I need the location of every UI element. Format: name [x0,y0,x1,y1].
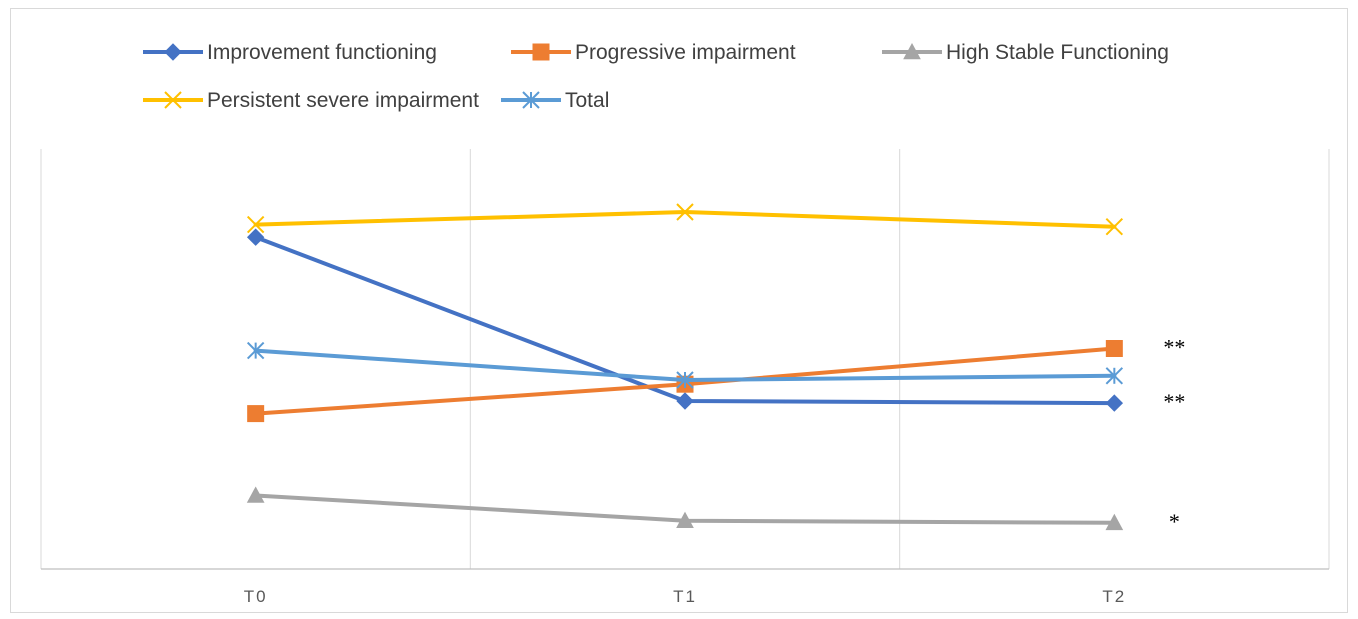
data-point [676,203,694,221]
legend-item-total: Total [501,89,609,112]
data-point [1105,513,1124,531]
legend-marker [164,43,182,61]
data-point [1105,394,1124,412]
data-point [1105,367,1124,385]
series-improvement-functioning [246,228,1124,412]
legend-item-progressive-impairment: Progressive impairment [511,41,796,64]
x-axis: T0 T1 T2 [41,568,1329,606]
series-line [253,210,1117,229]
legend-label: Total [565,89,609,112]
legend-label: Persistent severe impairment [207,89,479,112]
data-point [676,371,694,389]
line-chart: Improvement functioning Progressive impai… [40,41,1330,606]
legend-marker [522,91,540,109]
annotations: ***** [1163,335,1185,534]
series-persistent-severe-impairment [246,203,1124,236]
chart-frame: Improvement functioning Progressive impai… [10,8,1348,613]
data-point [1105,217,1124,236]
significance-annotation: * [1169,509,1180,534]
data-point [246,486,265,503]
data-point [246,215,265,234]
data-point [246,228,265,246]
significance-annotation: ** [1163,335,1185,360]
data-point [246,341,265,360]
legend: Improvement functioning Progressive impai… [143,41,1169,112]
data-point [1105,340,1123,357]
legend-item-improvement-functioning: Improvement functioning [143,41,437,64]
data-point [676,511,694,528]
x-tick-label: T1 [673,587,697,606]
significance-annotation: ** [1163,389,1185,414]
legend-label: Progressive impairment [575,41,796,64]
data-point [676,392,694,410]
data-point [247,405,265,423]
series-layer [246,203,1124,531]
x-tick-label: T2 [1102,587,1126,606]
legend-marker [903,42,921,60]
series-total [246,341,1124,389]
legend-marker [532,43,550,61]
legend-item-persistent-severe-impairment: Persistent severe impairment [143,89,479,112]
legend-item-high-stable-functioning: High Stable Functioning [882,41,1169,64]
series-high-stable-functioning [246,486,1124,531]
legend-label: High Stable Functioning [946,41,1169,64]
legend-label: Improvement functioning [207,41,437,64]
x-tick-label: T0 [244,587,268,606]
legend-marker [164,91,182,109]
